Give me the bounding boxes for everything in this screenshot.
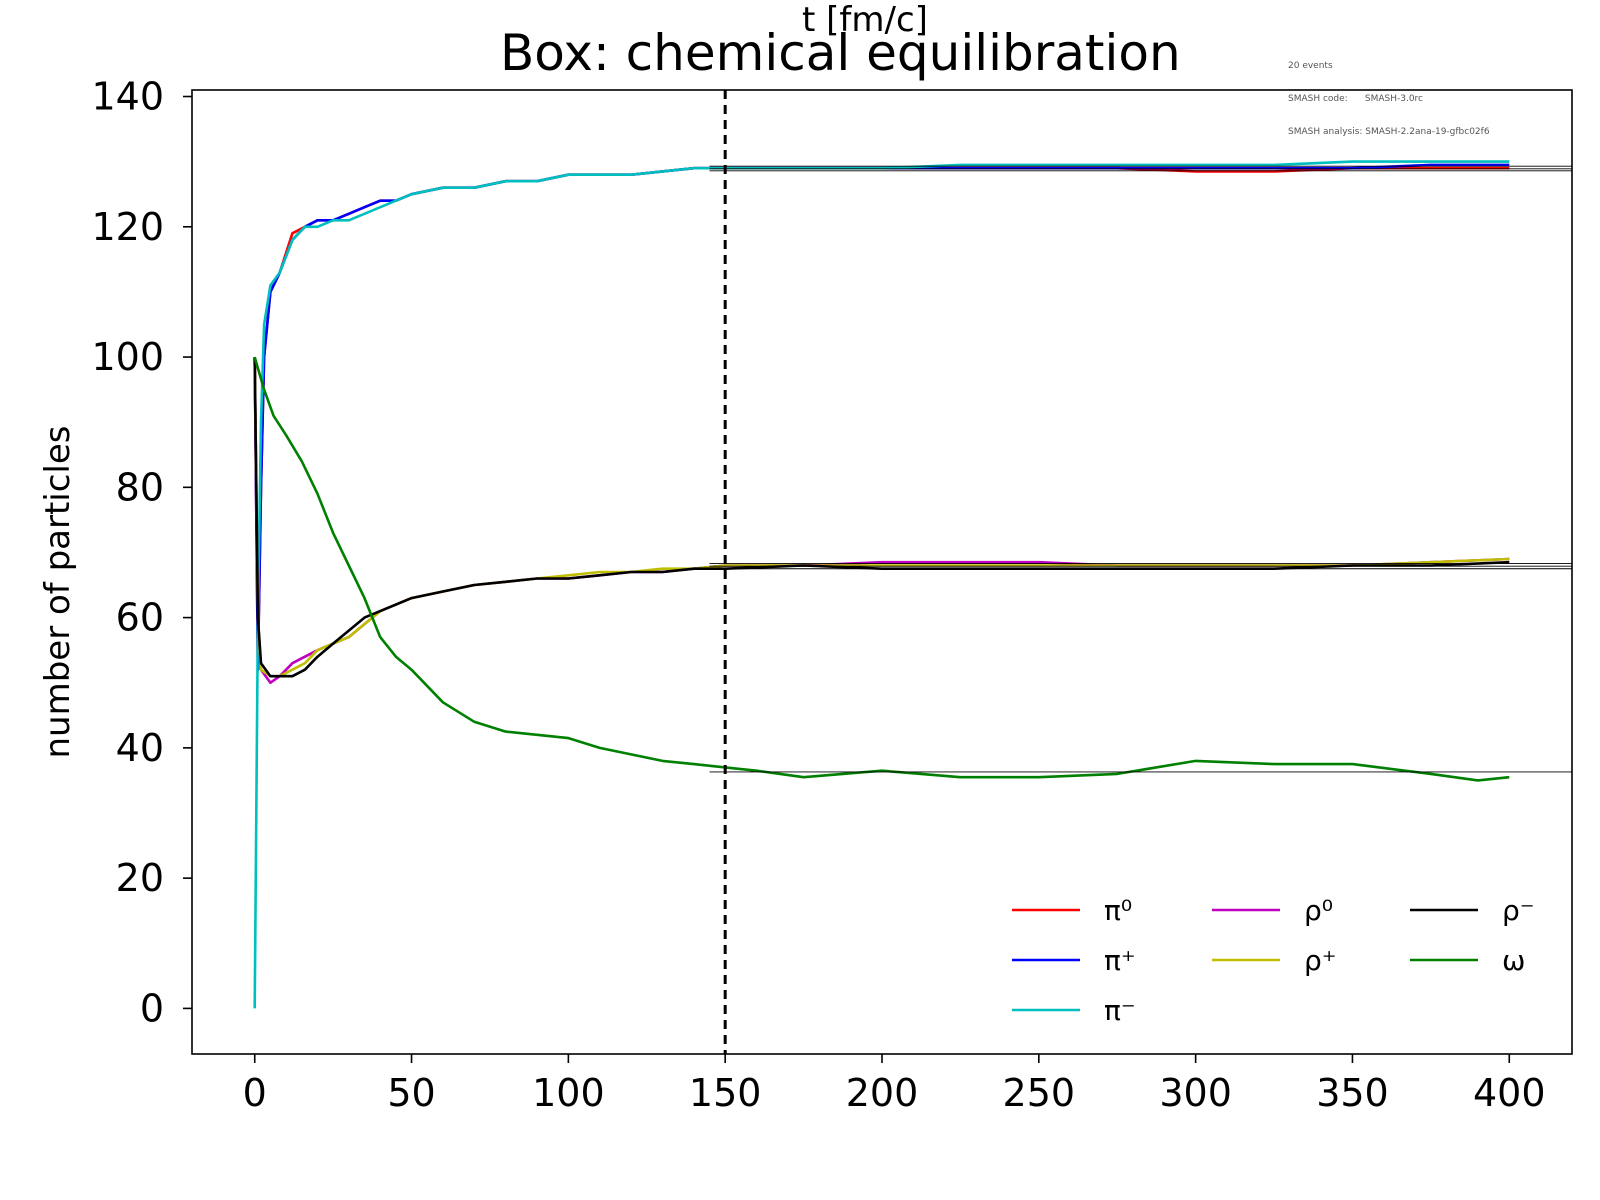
x-tick-label: 250 — [1003, 1071, 1076, 1115]
x-axis-label: t [fm/c] — [802, 0, 928, 40]
series-line-2 — [253, 160, 1510, 1009]
legend: π⁰ π⁺ π⁻ ρ⁰ ρ⁺ ρ⁻ ω — [1012, 894, 1535, 1027]
y-axis-label: number of particles — [38, 425, 78, 759]
x-tick-label: 0 — [243, 1071, 267, 1115]
y-tick-label: 140 — [91, 75, 164, 119]
y-tick-label: 60 — [116, 596, 164, 640]
series-line-0 — [253, 166, 1510, 671]
x-axis-ticks: 0 50 100 150 200 250 300 350 400 — [243, 1054, 1546, 1115]
y-tick-label: 0 — [140, 986, 164, 1030]
y-tick-label: 20 — [116, 856, 164, 900]
legend-label: ρ⁺ — [1304, 944, 1337, 977]
x-tick-label: 350 — [1316, 1071, 1389, 1115]
series-line-5 — [253, 357, 1510, 678]
series-line-6 — [253, 356, 1510, 782]
legend-label: π⁺ — [1104, 944, 1136, 977]
x-tick-label: 400 — [1473, 1071, 1546, 1115]
y-axis-ticks: 0 20 40 60 80 100 120 140 — [91, 75, 192, 1030]
x-tick-label: 100 — [532, 1071, 605, 1115]
legend-label: π⁰ — [1104, 894, 1132, 927]
legend-label: ω — [1502, 944, 1525, 977]
x-tick-label: 300 — [1159, 1071, 1232, 1115]
run-info-analysis: SMASH analysis: SMASH-2.2ana-19-gfbc02f6 — [1288, 127, 1490, 137]
series-lines — [253, 160, 1510, 1009]
run-info-code: SMASH code: SMASH-3.0rc — [1288, 94, 1424, 104]
plot-frame — [191, 89, 1573, 1055]
x-tick-label: 50 — [387, 1071, 435, 1115]
chart-title: Box: chemical equilibration — [500, 24, 1181, 82]
equilibrium-lines — [709, 165, 1572, 773]
legend-label: ρ⁰ — [1304, 894, 1333, 927]
legend-label: π⁻ — [1104, 994, 1136, 1027]
y-tick-label: 100 — [91, 335, 164, 379]
x-tick-label: 200 — [846, 1071, 919, 1115]
y-tick-label: 80 — [116, 465, 164, 509]
run-info-events: 20 events — [1288, 61, 1333, 71]
series-line-4 — [253, 357, 1510, 678]
y-tick-label: 120 — [91, 205, 164, 249]
run-info: 20 events SMASH code: SMASH-3.0rc SMASH … — [1288, 39, 1490, 149]
series-line-3 — [253, 357, 1510, 684]
legend-label: ρ⁻ — [1502, 894, 1535, 927]
y-tick-label: 40 — [116, 726, 164, 770]
series-line-1 — [253, 163, 1510, 671]
x-tick-label: 150 — [689, 1071, 762, 1115]
